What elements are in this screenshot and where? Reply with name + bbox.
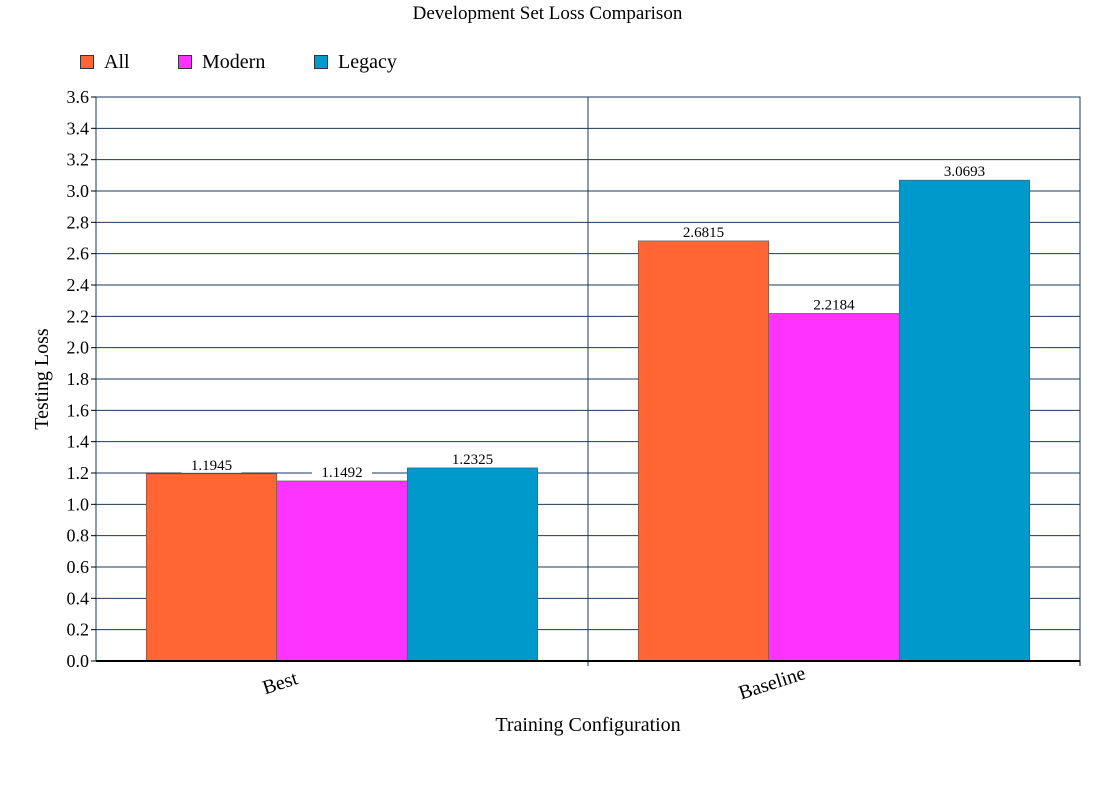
y-tick-label: 3.2 (67, 150, 90, 170)
y-tick-label: 3.0 (67, 181, 90, 201)
bar-legacy-best (406, 467, 539, 662)
legend-swatch-modern (178, 55, 192, 69)
data-label-bg (181, 456, 242, 473)
chart-title: Development Set Loss Comparison (412, 3, 683, 24)
bar-all-baseline (637, 240, 770, 662)
data-label-all-best: 1.1945 (191, 458, 232, 474)
y-tick-label: 2.0 (67, 338, 90, 358)
y-tick-label: 2.4 (67, 275, 90, 295)
legend-label-legacy: Legacy (338, 51, 397, 73)
y-tick-label: 3.4 (67, 118, 90, 138)
y-tick-label: 2.6 (67, 244, 90, 264)
y-tick-label: 1.2 (67, 463, 90, 483)
data-label-all-baseline: 2.6815 (683, 225, 724, 241)
legend-label-modern: Modern (202, 51, 266, 73)
x-tick-label-baseline: Baseline (736, 662, 808, 704)
y-tick-label: 0.6 (67, 557, 90, 577)
y-tick-label: 1.8 (67, 369, 90, 389)
data-label-legacy-baseline: 3.0693 (944, 164, 985, 180)
y-tick-label: 2.8 (67, 212, 90, 232)
data-label-bg (673, 223, 734, 240)
y-tick-label: 1.0 (67, 494, 90, 514)
y-tick-label: 0.2 (67, 620, 90, 640)
x-axis-title: Training Configuration (495, 714, 680, 736)
data-label-bg (442, 450, 503, 467)
y-tick-label: 1.6 (67, 400, 90, 420)
data-label-modern-baseline: 2.2184 (813, 297, 855, 313)
legend-swatch-legacy (314, 55, 328, 69)
bar-modern-best (276, 480, 408, 662)
x-tick-label-best: Best (260, 667, 301, 699)
data-label-bg (804, 296, 864, 313)
y-tick-label: 3.6 (67, 87, 90, 107)
data-label-modern-best: 1.1492 (321, 465, 362, 481)
y-tick-label: 0.4 (67, 588, 90, 608)
data-label-bg (934, 163, 995, 180)
y-tick-label: 1.4 (67, 432, 90, 452)
y-tick-label: 0.8 (67, 526, 90, 546)
legend-swatch-all (80, 55, 94, 69)
y-tick-label: 2.2 (67, 306, 90, 326)
data-label-legacy-best: 1.2325 (452, 452, 493, 468)
bar-modern-baseline (768, 313, 900, 662)
y-tick-label: 0.0 (67, 651, 90, 671)
bar-legacy-baseline (898, 179, 1031, 662)
bar-all-best (145, 473, 278, 662)
data-label-bg (312, 463, 372, 480)
y-axis-title: Testing Loss (31, 328, 53, 430)
legend-label-all: All (104, 51, 130, 73)
